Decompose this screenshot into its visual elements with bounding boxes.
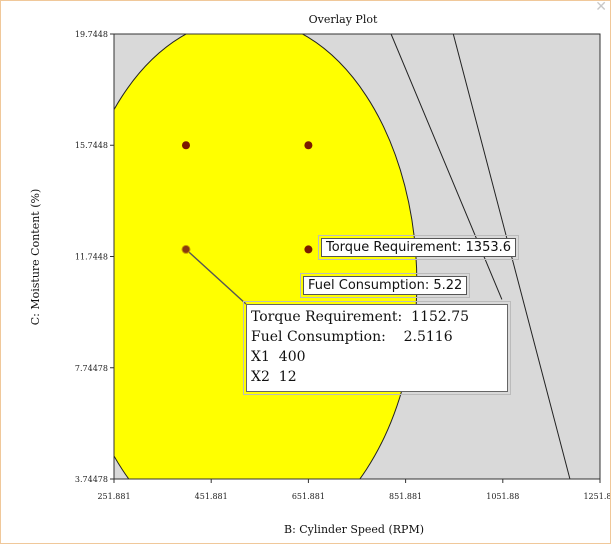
x-axis-title: B: Cylinder Speed (RPM) — [284, 523, 424, 536]
close-icon[interactable]: ✕ — [595, 0, 607, 15]
x-tick-label: 1051.88 — [486, 492, 519, 501]
torque-contour-label: Torque Requirement: 1353.6 — [317, 235, 520, 260]
y-tick-label: 3.74478 — [75, 475, 108, 484]
flag-value: 1152.75 — [411, 309, 470, 325]
x-tick-label: 451.881 — [195, 492, 228, 501]
y-axis-title: C: Moisture Content (%) — [29, 189, 42, 326]
flag-value: 12 — [278, 369, 297, 385]
flag-row-fuel: Fuel Consumption: 2.5116 — [251, 327, 503, 347]
x-axis: 251.881 451.881 651.881 851.881 1051.88 1251.… — [97, 479, 610, 501]
flag-row-torque: Torque Requirement: 1152.75 — [251, 307, 503, 327]
y-tick-label: 19.7448 — [75, 30, 108, 39]
flag-label: Torque Requirement: — [251, 309, 403, 325]
fuel-contour-label: Fuel Consumption: 5.22 — [299, 273, 471, 298]
flag-row-x2: X2 12 — [251, 367, 503, 387]
y-axis: 3.74478 7.74478 11.7448 15.7448 19.7448 — [75, 30, 114, 484]
flag-value: 400 — [278, 349, 306, 365]
design-points — [181, 141, 313, 254]
y-tick-label: 7.74478 — [75, 364, 108, 373]
flag-leader-line — [185, 248, 247, 305]
flag-label: Fuel Consumption: — [251, 329, 386, 345]
flag-label: X1 — [251, 349, 270, 365]
flag-row-x1: X1 400 — [251, 347, 503, 367]
flag-info-box: Torque Requirement: 1152.75 Fuel Consump… — [243, 301, 511, 395]
data-point[interactable] — [304, 245, 313, 254]
y-tick-label: 11.7448 — [75, 252, 108, 261]
x-tick-label: 851.881 — [389, 492, 422, 501]
data-point[interactable] — [304, 141, 313, 150]
y-tick-label: 15.7448 — [75, 141, 108, 150]
flag-label: X2 — [251, 369, 270, 385]
data-point[interactable] — [181, 141, 190, 150]
x-tick-label: 251.881 — [97, 492, 130, 501]
chart-title: Overlay Plot — [309, 13, 378, 26]
x-tick-label: 651.881 — [292, 492, 325, 501]
x-tick-label: 1251.88 — [583, 492, 610, 501]
data-point[interactable] — [181, 244, 191, 254]
flag-value: 2.5116 — [403, 329, 453, 345]
